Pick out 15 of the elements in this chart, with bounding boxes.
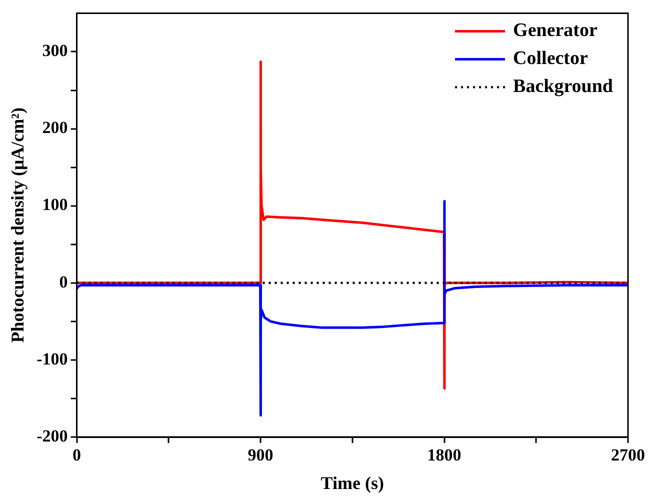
y-tick-label: 0 [59,272,68,292]
x-axis-title: Time (s) [320,472,384,493]
legend-label: Background [513,76,614,98]
legend-label: Collector [513,48,589,70]
x-tick-label: 900 [248,446,274,465]
x-tick-label: 2700 [611,446,645,465]
y-tick-label: 200 [42,118,68,138]
y-tick-label: -200 [36,426,68,446]
x-tick-label: 0 [72,446,82,465]
y-tick-label: -100 [36,349,68,368]
y-tick-label: 100 [42,195,68,214]
legend-label: Generator [513,20,598,42]
y-tick-label: 300 [42,41,68,60]
x-tick-label: 1800 [427,446,462,465]
y-axis-title: Photocurrent density (μA/cm²) [7,107,28,343]
